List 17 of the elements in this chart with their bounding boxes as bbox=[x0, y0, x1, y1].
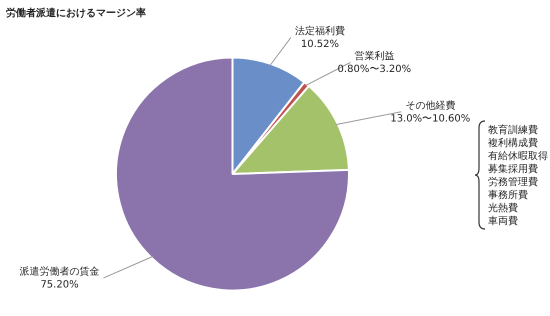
text: 複利構成費 bbox=[488, 137, 539, 150]
slice-label: 派遣労働者の賃金 bbox=[20, 266, 100, 278]
text: 教育訓練費 bbox=[488, 124, 539, 137]
slice-label: 営業利益 bbox=[354, 50, 394, 62]
chart-title: 労働者派遣におけるマージン率 bbox=[6, 6, 146, 20]
data-label: 75.20% bbox=[40, 280, 79, 291]
text: 募集採用費 bbox=[488, 163, 539, 176]
text: 有給休暇取得 bbox=[488, 150, 548, 163]
data-label: 0.80%〜3.20% bbox=[338, 64, 412, 76]
data-label: 10.52% bbox=[300, 38, 340, 50]
text: 労務管理費 bbox=[488, 176, 539, 189]
text: 光熱費 bbox=[488, 202, 519, 215]
data-label: 13.0%〜10.60% bbox=[390, 113, 470, 124]
text: 事務所費 bbox=[488, 189, 529, 202]
slice-label: その他経費 bbox=[405, 99, 456, 112]
text: 車両費 bbox=[488, 215, 519, 228]
slice-label: 法定福利費 bbox=[294, 24, 345, 37]
